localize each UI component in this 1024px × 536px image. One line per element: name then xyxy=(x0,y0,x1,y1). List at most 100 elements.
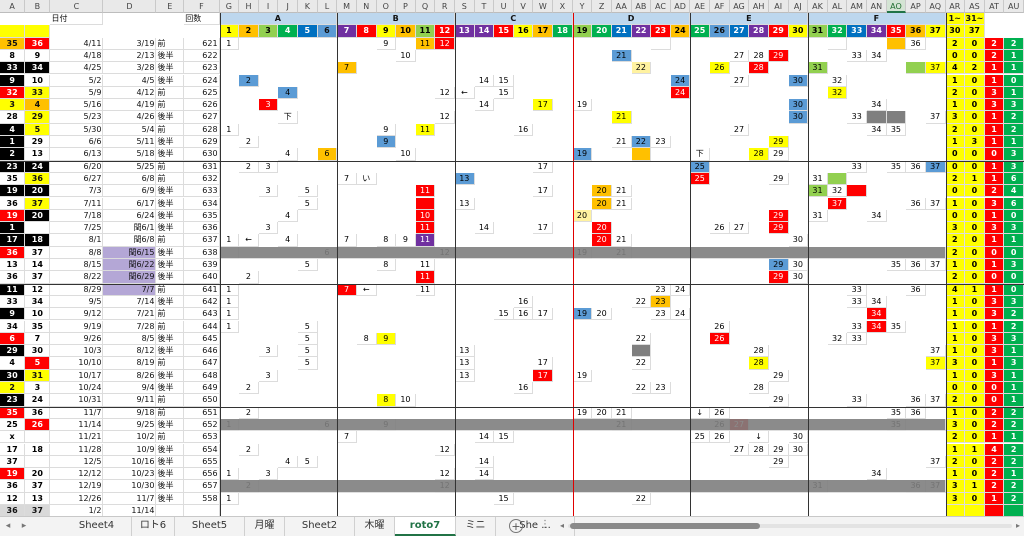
lunar-date-cell[interactable]: 9/18 xyxy=(103,406,157,419)
number-cell[interactable]: 2 xyxy=(945,86,966,100)
tab-scroll-right-icon[interactable]: ▸ xyxy=(21,521,27,531)
number-cell[interactable]: 16 xyxy=(513,123,534,136)
prev-number-a[interactable]: 17 xyxy=(0,234,26,247)
number-cell[interactable]: 35 xyxy=(886,160,907,173)
number-cell[interactable]: 7 xyxy=(337,283,357,296)
sheet-tab[interactable]: Sheet5 xyxy=(175,517,245,536)
column-header-ai[interactable]: AI xyxy=(768,0,789,13)
number-cell[interactable]: 0 xyxy=(945,148,966,161)
column-header-f[interactable]: F xyxy=(184,0,220,13)
lunar-date-cell[interactable]: 閏6/1 xyxy=(103,222,157,235)
number-cell[interactable]: 2 xyxy=(1004,443,1024,456)
cell[interactable] xyxy=(0,25,26,38)
number-cell[interactable]: 3 xyxy=(1004,357,1024,370)
prev-number-a[interactable]: 8 xyxy=(0,49,26,63)
number-cell[interactable]: 0 xyxy=(965,271,985,284)
number-cell[interactable]: 0 xyxy=(965,246,985,259)
number-cell[interactable]: 28 xyxy=(749,148,769,161)
number-cell[interactable]: 0 xyxy=(965,332,985,346)
prev-number-a[interactable]: 33 xyxy=(0,295,26,309)
date-cell[interactable]: 4/18 xyxy=(50,49,104,63)
lunar-date-cell[interactable]: 7/21 xyxy=(103,308,157,321)
draw-number-cell[interactable]: 636 xyxy=(184,222,220,235)
draw-number-cell[interactable]: 642 xyxy=(184,295,220,309)
number-cell[interactable]: 23 xyxy=(651,382,671,395)
number-cell[interactable]: 3 xyxy=(1004,332,1024,346)
number-cell[interactable]: 0 xyxy=(965,492,985,505)
prev-number-a[interactable]: 2 xyxy=(0,382,26,395)
number-cell[interactable]: 2 xyxy=(965,62,985,75)
lunar-date-cell[interactable]: 4/19 xyxy=(103,99,157,112)
draw-number-cell[interactable]: 558 xyxy=(184,492,220,505)
draw-number-header[interactable]: 回数 xyxy=(184,13,220,26)
number-cell[interactable]: い xyxy=(356,172,377,186)
number-cell[interactable]: 21 xyxy=(611,197,632,210)
number-cell[interactable]: 31 xyxy=(808,172,828,186)
number-cell[interactable]: 1 xyxy=(984,357,1005,370)
number-cell[interactable]: 0 xyxy=(965,197,985,210)
draw-number-cell[interactable]: 631 xyxy=(184,160,220,173)
draw-number-cell[interactable]: 637 xyxy=(184,234,220,247)
half-cell[interactable]: 後半 xyxy=(156,443,185,456)
draw-number-cell[interactable]: 645 xyxy=(184,332,220,346)
prev-number-a[interactable]: 36 xyxy=(0,505,26,516)
prev-number-b[interactable]: 10 xyxy=(25,74,51,87)
draw-number-cell[interactable]: 621 xyxy=(184,37,220,50)
lunar-date-cell[interactable]: 6/9 xyxy=(103,185,157,198)
half-cell[interactable]: 後半 xyxy=(156,49,185,63)
column-header-o[interactable]: O xyxy=(376,0,397,13)
number-cell[interactable]: 19 xyxy=(572,369,593,382)
half-cell[interactable]: 前 xyxy=(156,172,185,186)
number-cell[interactable]: 2 xyxy=(239,74,259,87)
number-cell[interactable]: 5 xyxy=(298,332,318,346)
number-cell[interactable]: 0 xyxy=(965,295,985,309)
prev-number-b[interactable]: 37 xyxy=(25,271,51,284)
number-cell[interactable]: 25 xyxy=(690,172,711,186)
prev-number-b[interactable]: 14 xyxy=(25,259,51,272)
number-cell[interactable]: 14 xyxy=(474,74,495,87)
number-cell[interactable]: 1 xyxy=(219,283,240,296)
prev-number-a[interactable]: 28 xyxy=(0,111,26,124)
number-cell[interactable]: 2 xyxy=(984,480,1005,493)
half-cell[interactable]: 後半 xyxy=(156,492,185,505)
number-cell[interactable]: 1 xyxy=(945,406,966,419)
number-cell[interactable]: 37 xyxy=(925,394,946,407)
prev-number-a[interactable]: 36 xyxy=(0,197,26,210)
half-cell[interactable]: 後半 xyxy=(156,332,185,346)
number-cell[interactable]: 33 xyxy=(847,283,868,296)
prev-number-b[interactable]: 12 xyxy=(25,283,51,296)
number-cell[interactable]: 33 xyxy=(847,160,868,173)
column-header-ae[interactable]: AE xyxy=(690,0,711,13)
number-cell[interactable]: 4 xyxy=(984,443,1005,456)
prev-number-b[interactable]: 34 xyxy=(25,62,51,75)
number-cell[interactable]: 27 xyxy=(729,74,750,87)
number-cell[interactable]: 17 xyxy=(533,357,554,370)
draw-number-cell[interactable]: 629 xyxy=(184,136,220,149)
prev-number-a[interactable]: 1 xyxy=(0,136,26,149)
number-cell[interactable]: 22 xyxy=(631,62,652,75)
number-cell[interactable]: 24 xyxy=(670,283,691,296)
column-header-t[interactable]: T xyxy=(474,0,495,13)
number-cell[interactable]: ← xyxy=(356,283,377,296)
number-cell[interactable]: 32 xyxy=(827,185,848,198)
number-cell[interactable]: 2 xyxy=(1004,320,1024,333)
column-header-z[interactable]: Z xyxy=(592,0,612,13)
number-cell[interactable]: 0 xyxy=(965,320,985,333)
date-cell[interactable]: 11/28 xyxy=(50,443,104,456)
number-cell[interactable]: 9 xyxy=(376,123,397,136)
prev-number-b[interactable]: 35 xyxy=(25,320,51,333)
number-cell[interactable]: 26 xyxy=(710,320,730,333)
number-cell[interactable]: 0 xyxy=(1004,271,1024,284)
column-header-aa[interactable]: AA xyxy=(611,0,632,13)
number-cell[interactable]: 5 xyxy=(298,197,318,210)
number-cell[interactable]: 3 xyxy=(984,369,1005,382)
prev-number-b[interactable]: 37 xyxy=(25,197,51,210)
number-cell[interactable]: 22 xyxy=(631,332,652,346)
lunar-date-cell[interactable]: 10/30 xyxy=(103,480,157,493)
half-cell[interactable]: 後半 xyxy=(156,259,185,272)
number-cell[interactable]: 3 xyxy=(258,160,279,173)
separator-band[interactable] xyxy=(219,480,946,493)
sheet-tab[interactable]: roto7 xyxy=(395,517,456,536)
prev-number-b[interactable]: 37 xyxy=(25,246,51,259)
number-cell[interactable]: 0 xyxy=(965,185,985,198)
